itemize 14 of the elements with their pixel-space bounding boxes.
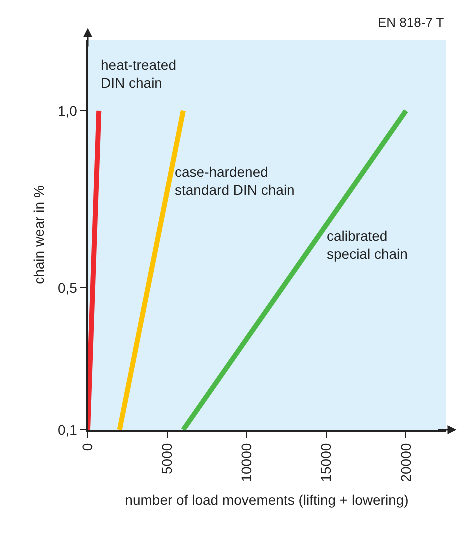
x-tick-label: 0 [80, 443, 96, 452]
y-axis-title: chain wear in % [31, 186, 48, 284]
series-label: heat-treated DIN chain [101, 57, 176, 92]
x-axis-title: number of load movements (lifting + lowering) [125, 492, 409, 508]
x-tick-label: 15000 [318, 443, 334, 482]
x-tick-label: 20000 [398, 443, 414, 482]
y-tick-label: 1,0 [58, 102, 78, 119]
x-tick-label: 10000 [238, 443, 255, 482]
y-tick-label: 0,1 [58, 422, 78, 438]
series-label: case-hardened standard DIN chain [175, 164, 295, 198]
text: EN 818-7 T [378, 15, 444, 30]
x-tick-label: 5000 [159, 443, 176, 475]
series-label: calibrated special chain [327, 228, 408, 262]
y-tick-label: 0,5 [58, 280, 78, 296]
